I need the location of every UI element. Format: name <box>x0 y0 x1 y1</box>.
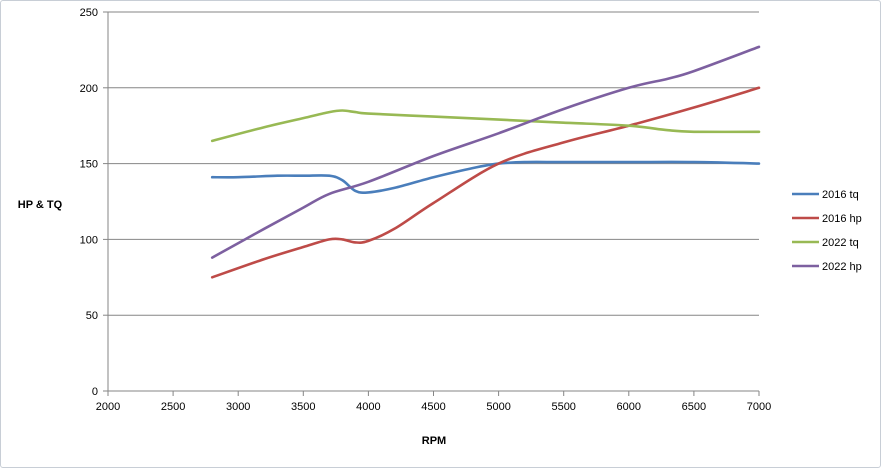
y-axis-label: HP & TQ <box>18 199 63 211</box>
y-tick-label: 0 <box>92 386 98 398</box>
series-line-2016-hp <box>210 86 761 279</box>
x-tick-label: 6500 <box>682 401 706 413</box>
x-tick-label: 4500 <box>421 401 445 413</box>
y-tick-labels: 0 50 100 150 200 250 <box>80 7 98 398</box>
x-tick-label: 5000 <box>486 401 510 413</box>
y-tick-label: 250 <box>80 7 98 19</box>
x-tick-label: 2000 <box>96 401 120 413</box>
x-tick-label: 2500 <box>161 401 185 413</box>
x-tick-label: 3500 <box>291 401 315 413</box>
series-line-2022-tq <box>210 109 761 143</box>
x-tick-label: 5500 <box>551 401 575 413</box>
legend-label-2016-hp: 2016 hp <box>822 213 862 225</box>
legend: 2016 tq 2016 hp 2022 tq 2022 hp <box>792 189 862 273</box>
x-tick-label: 6000 <box>617 401 641 413</box>
x-axis-label: RPM <box>422 435 446 447</box>
x-tick-label: 4000 <box>356 401 380 413</box>
gridlines <box>108 11 759 316</box>
x-tick-label: 7000 <box>747 401 771 413</box>
x-tick-labels: 2000 2500 3000 3500 4000 4500 5000 5500 6000 6500… <box>96 401 771 413</box>
legend-label-2022-hp: 2022 hp <box>822 261 862 273</box>
y-tick-label: 150 <box>80 159 98 171</box>
y-tick-label: 200 <box>80 83 98 95</box>
y-tick-label: 100 <box>80 234 98 246</box>
legend-label-2016-tq: 2016 tq <box>822 189 859 201</box>
axes <box>103 11 760 396</box>
y-tick-label: 50 <box>86 310 98 322</box>
series-line-2022-hp <box>210 45 761 259</box>
series-line-2016-tq <box>210 160 761 194</box>
legend-label-2022-tq: 2022 tq <box>822 237 859 249</box>
series-lines <box>210 45 761 279</box>
x-tick-label: 3000 <box>226 401 250 413</box>
